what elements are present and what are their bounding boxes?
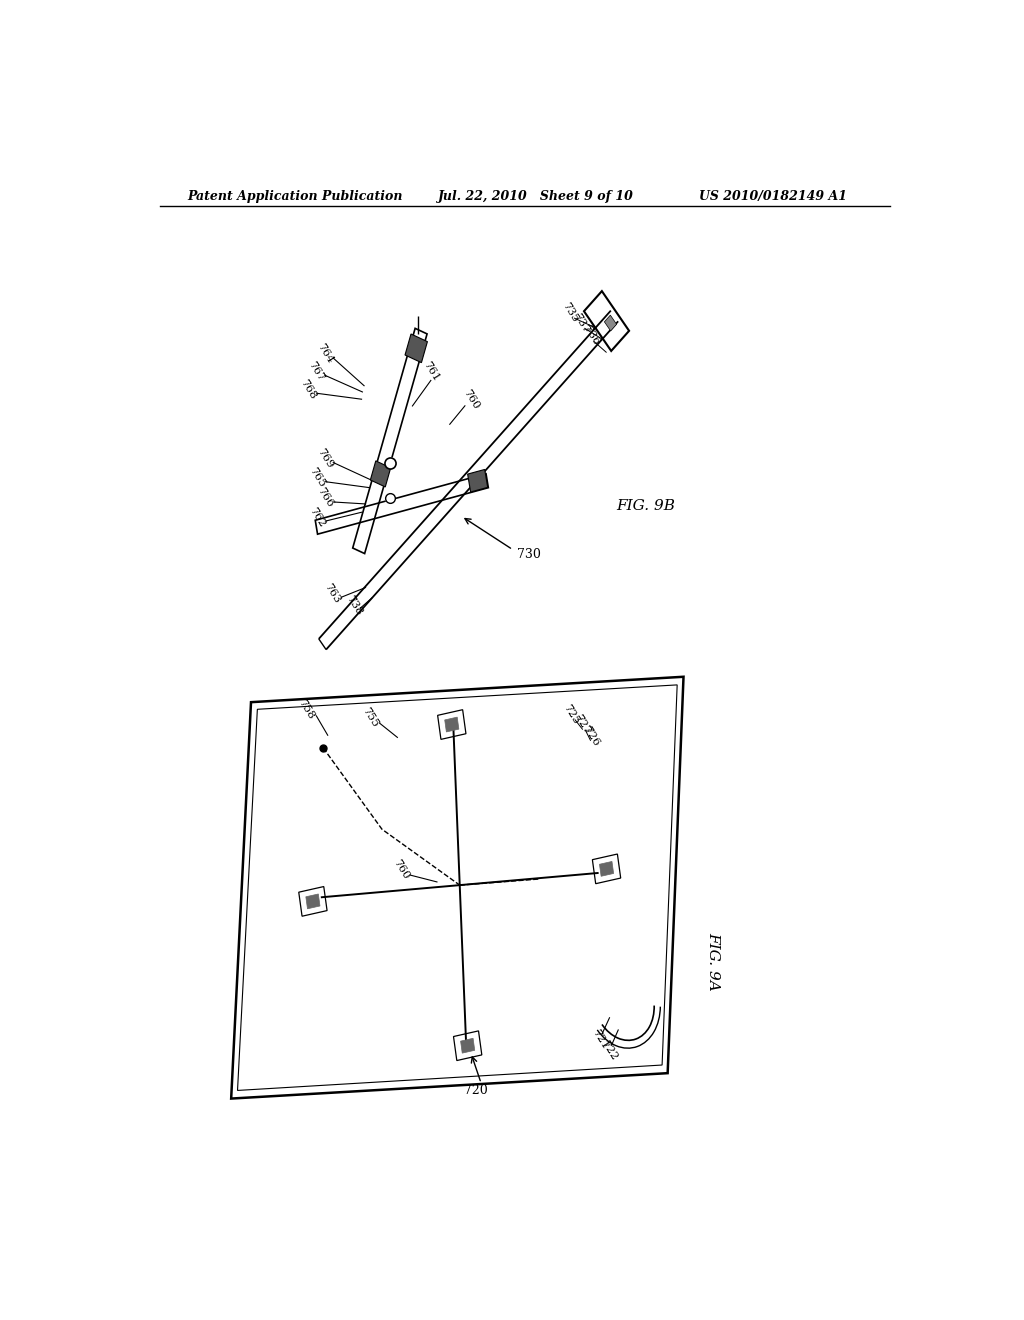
Text: 766: 766 [315, 486, 335, 510]
Text: FIG. 9A: FIG. 9A [707, 932, 721, 991]
Text: 768: 768 [298, 378, 318, 401]
Text: 735: 735 [560, 301, 580, 325]
Text: 763: 763 [323, 582, 343, 605]
Polygon shape [444, 717, 459, 733]
Polygon shape [599, 862, 613, 876]
Text: 755: 755 [360, 706, 380, 729]
Text: 722: 722 [600, 1039, 620, 1063]
Polygon shape [371, 461, 391, 487]
Text: 736: 736 [582, 323, 601, 347]
Polygon shape [468, 470, 487, 492]
Text: 769: 769 [315, 446, 335, 470]
Text: 762: 762 [307, 506, 327, 529]
Text: 737: 737 [571, 312, 591, 335]
Text: 720: 720 [464, 1084, 487, 1097]
Text: 765: 765 [307, 466, 327, 490]
Text: 725: 725 [561, 702, 581, 726]
Text: US 2010/0182149 A1: US 2010/0182149 A1 [699, 190, 848, 202]
Text: 726: 726 [582, 725, 601, 748]
Text: Jul. 22, 2010   Sheet 9 of 10: Jul. 22, 2010 Sheet 9 of 10 [437, 190, 634, 202]
Polygon shape [306, 894, 319, 908]
Text: 721: 721 [590, 1028, 610, 1051]
Text: 760: 760 [392, 858, 412, 882]
Polygon shape [406, 334, 427, 363]
Text: 764: 764 [315, 342, 335, 366]
Polygon shape [604, 315, 616, 331]
Text: 727: 727 [572, 713, 592, 737]
Text: 730: 730 [517, 548, 541, 561]
Text: 738: 738 [344, 594, 365, 618]
Text: Patent Application Publication: Patent Application Publication [187, 190, 403, 202]
Text: 758: 758 [297, 698, 316, 721]
Text: 761: 761 [421, 360, 441, 384]
Text: 760: 760 [461, 388, 480, 411]
Text: 767: 767 [306, 360, 326, 383]
Polygon shape [461, 1039, 475, 1053]
Text: FIG. 9B: FIG. 9B [616, 499, 675, 513]
